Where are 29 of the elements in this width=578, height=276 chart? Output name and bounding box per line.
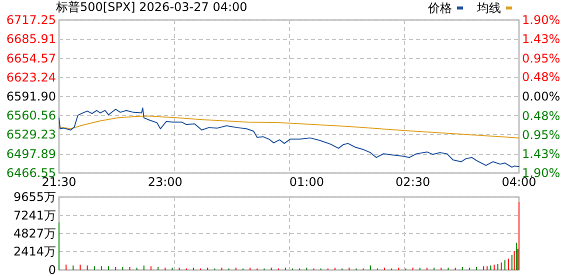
y2-tick-label: 0.95% (522, 128, 560, 142)
y-tick-label: 0 (48, 263, 56, 276)
y2-tick-label: 1.90% (522, 13, 560, 27)
x-tick-label: 02:30 (396, 175, 430, 189)
y-tick-label: 4827万 (13, 226, 56, 241)
y2-tick-label: 0.00% (522, 90, 560, 104)
line-series (58, 115, 520, 138)
y-tick-label: 6591.90 (6, 90, 56, 104)
x-tick-label: 01:00 (289, 175, 324, 189)
x-tick-label: 23:00 (148, 175, 182, 189)
y-tick-label: 7241万 (13, 208, 56, 222)
y2-tick-label: 0.48% (522, 70, 560, 84)
y-tick-label: 6685.91 (6, 32, 56, 46)
y-tick-label: 6717.25 (6, 13, 56, 27)
y-tick-label: 6654.57 (6, 51, 56, 66)
y-tick-label: 2414万 (13, 244, 56, 259)
y-tick-label: 6623.24 (6, 70, 56, 84)
y2-tick-label: 1.43% (522, 32, 560, 46)
chart-title: 标普500[SPX] 2026-03-27 04:00 (55, 0, 248, 14)
legend-label: 价格 (427, 1, 452, 15)
y-tick-label: 6529.23 (6, 128, 56, 142)
y2-tick-label: 0.95% (522, 51, 560, 66)
y-tick-label: 6560.56 (6, 108, 56, 123)
y2-tick-label: 1.43% (522, 147, 560, 162)
y2-tick-label: 0.48% (522, 108, 560, 123)
y-tick-label: 9655万 (13, 190, 56, 204)
legend-label: 均线 (476, 1, 501, 15)
y-tick-label: 6497.89 (6, 146, 56, 161)
line-series (58, 108, 520, 168)
